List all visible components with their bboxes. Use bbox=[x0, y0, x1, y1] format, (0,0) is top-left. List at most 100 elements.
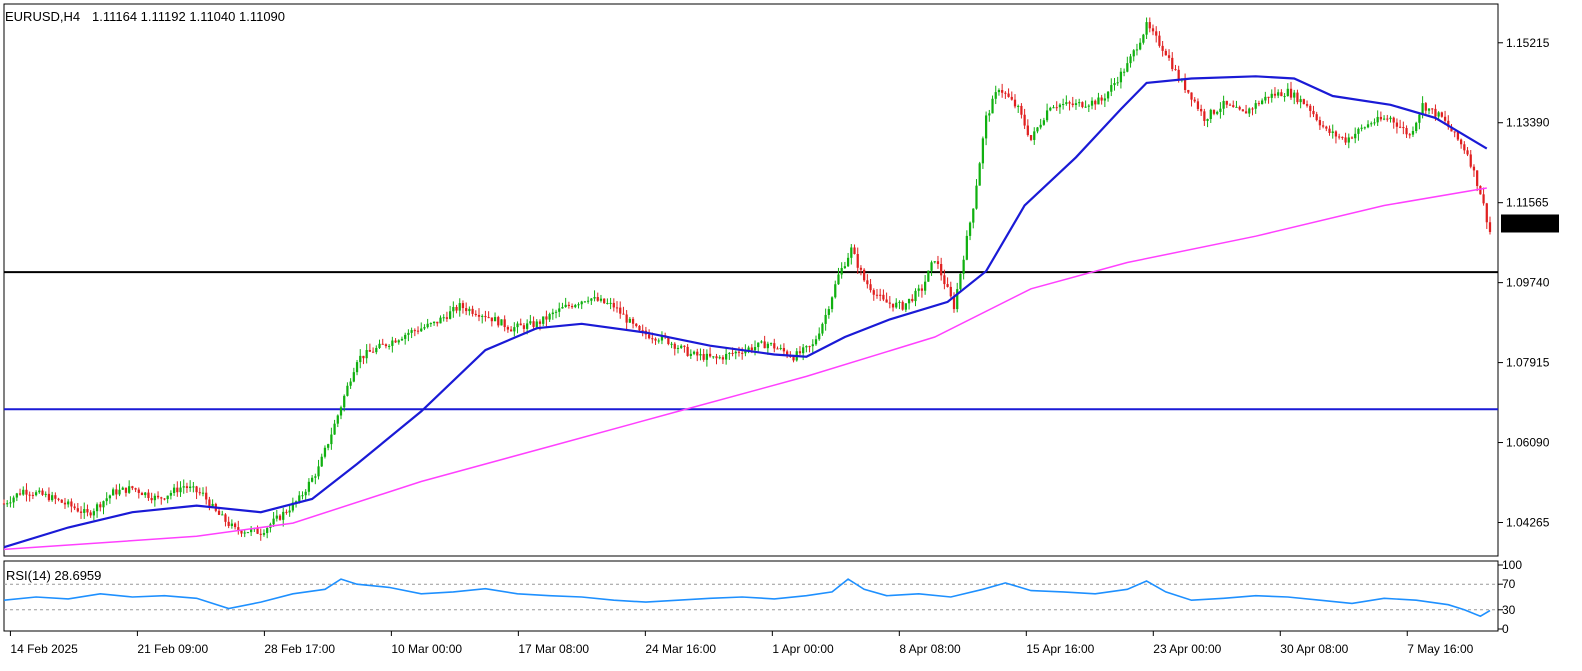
candle bbox=[599, 294, 603, 303]
candle-body bbox=[782, 347, 786, 352]
candle-body bbox=[1126, 63, 1129, 72]
candle bbox=[378, 339, 381, 349]
candle-body bbox=[837, 274, 840, 285]
candle bbox=[320, 453, 323, 467]
candle bbox=[1293, 89, 1296, 105]
candle bbox=[246, 531, 250, 534]
candle bbox=[439, 315, 442, 324]
candle bbox=[1411, 126, 1415, 138]
candle-body bbox=[83, 509, 86, 513]
candle bbox=[317, 459, 320, 480]
candle bbox=[949, 281, 952, 298]
candle-body bbox=[984, 115, 988, 139]
candle bbox=[1196, 98, 1200, 112]
candle bbox=[1415, 121, 1418, 134]
candle-body bbox=[863, 269, 866, 281]
candle bbox=[140, 491, 144, 496]
candle-body bbox=[975, 185, 978, 209]
main-plot-frame bbox=[3, 3, 1499, 557]
candle-body bbox=[654, 338, 657, 341]
candle bbox=[1042, 117, 1046, 126]
candle bbox=[1366, 120, 1370, 129]
candle bbox=[336, 414, 339, 428]
candle-body bbox=[1405, 128, 1408, 135]
candle-body bbox=[737, 351, 741, 353]
candle-body bbox=[811, 344, 814, 347]
candle bbox=[522, 322, 526, 333]
candle bbox=[782, 343, 786, 356]
candle-body bbox=[1110, 85, 1113, 92]
candle bbox=[1325, 125, 1328, 132]
candle bbox=[603, 298, 606, 305]
candle-body bbox=[163, 498, 166, 500]
candle-body bbox=[1200, 108, 1203, 112]
candle bbox=[1219, 102, 1222, 119]
candle-body bbox=[882, 294, 885, 300]
candle bbox=[285, 509, 288, 515]
candle-body bbox=[1216, 111, 1219, 114]
candle-body bbox=[227, 521, 230, 526]
candle bbox=[968, 221, 972, 241]
candle bbox=[54, 492, 57, 505]
candle-body bbox=[779, 347, 782, 349]
candle-body bbox=[484, 315, 487, 318]
candle-body bbox=[1395, 122, 1399, 127]
candle bbox=[420, 322, 423, 332]
candle bbox=[179, 481, 182, 497]
candle bbox=[1289, 81, 1293, 100]
candle bbox=[638, 325, 641, 332]
candle-body bbox=[606, 303, 609, 305]
candle-body bbox=[1277, 92, 1280, 96]
candle-body bbox=[1001, 90, 1004, 93]
candle bbox=[445, 311, 449, 322]
candle-body bbox=[9, 502, 12, 504]
candle bbox=[15, 492, 18, 502]
candle bbox=[259, 528, 262, 541]
candle bbox=[368, 343, 372, 352]
candle-body bbox=[1408, 134, 1411, 136]
candle-body bbox=[802, 347, 805, 354]
candle-body bbox=[144, 492, 147, 496]
candle-body bbox=[44, 493, 47, 495]
candle bbox=[1155, 26, 1158, 43]
candle bbox=[1062, 98, 1065, 110]
candle-body bbox=[41, 490, 44, 495]
candle bbox=[702, 348, 705, 362]
candle bbox=[1045, 103, 1049, 123]
candle bbox=[1151, 24, 1155, 36]
candle-body bbox=[266, 528, 269, 534]
candle-body bbox=[872, 290, 875, 295]
candle-body bbox=[920, 288, 924, 291]
candle-body bbox=[1421, 103, 1424, 115]
candle bbox=[310, 475, 314, 483]
candle bbox=[734, 350, 737, 360]
candle bbox=[580, 300, 583, 310]
candle-body bbox=[394, 340, 397, 343]
candle bbox=[516, 321, 519, 334]
candle bbox=[1193, 97, 1196, 103]
candle bbox=[872, 288, 875, 301]
candle-body bbox=[115, 489, 118, 495]
candle bbox=[830, 296, 834, 313]
candle-body bbox=[526, 323, 529, 329]
candle bbox=[458, 298, 461, 317]
candle-body bbox=[670, 343, 673, 345]
candle bbox=[1235, 100, 1238, 108]
candle-body bbox=[497, 317, 500, 326]
candle-body bbox=[397, 340, 400, 343]
candle-body bbox=[1161, 45, 1164, 51]
candle-body bbox=[1078, 102, 1081, 104]
candle bbox=[529, 314, 532, 326]
candle bbox=[1350, 136, 1354, 140]
candle bbox=[1363, 126, 1366, 130]
candle-body bbox=[160, 497, 163, 499]
candle bbox=[911, 294, 914, 303]
candle bbox=[477, 308, 481, 322]
candle bbox=[821, 322, 824, 336]
candle-body bbox=[217, 510, 221, 515]
candle-body bbox=[513, 327, 516, 332]
candle-body bbox=[15, 493, 18, 498]
candle-body bbox=[445, 317, 449, 319]
chart-ohlc: 1.11164 1.11192 1.11040 1.11090 bbox=[92, 9, 285, 24]
candle-body bbox=[1158, 35, 1161, 46]
